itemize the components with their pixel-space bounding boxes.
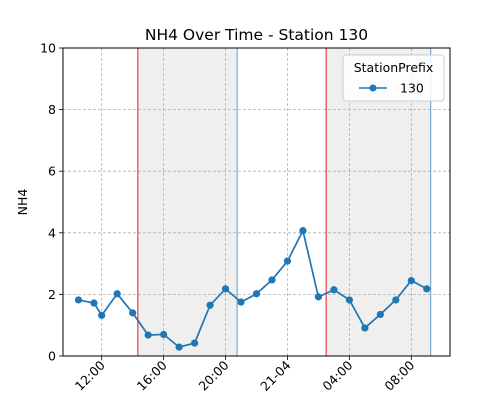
legend-title: StationPrefix [354,60,434,75]
data-point [330,286,338,294]
data-point [407,276,415,285]
data-points [74,227,431,351]
data-point [74,296,83,304]
data-point [392,296,400,304]
y-tick-label: 0 [48,349,56,364]
x-tick-label: 21-04 [257,357,293,393]
y-axis-ticks: 0 2 4 6 8 10 [40,41,63,364]
data-point [361,324,369,332]
data-point [160,330,168,339]
shaded-region [137,48,238,356]
y-tick-label: 6 [48,164,56,179]
data-point [376,310,384,319]
y-tick-label: 8 [48,102,56,117]
x-tick-label: 04:00 [319,357,355,393]
data-point [268,276,276,284]
y-tick-label: 10 [40,41,56,56]
data-point [283,257,292,265]
data-point [129,309,137,317]
x-tick-label: 16:00 [134,357,170,393]
data-point [423,285,431,293]
event-lines [137,48,432,356]
y-axis-label: NH4 [15,189,30,216]
data-point [175,343,183,351]
data-point [345,296,353,304]
data-point [98,311,106,319]
legend-box [342,54,445,102]
data-point [206,301,214,309]
legend: StationPrefix 130 [342,54,445,102]
data-point [113,290,121,298]
x-tick-label: 20:00 [196,357,232,393]
x-axis-ticks: 12:00 16:00 20:00 21-04 04:00 08:00 [72,356,417,394]
data-point [90,299,98,307]
data-point [144,331,152,339]
data-point [190,339,199,347]
y-tick-label: 4 [48,225,56,240]
x-tick-label: 12:00 [72,357,108,393]
y-tick-label: 2 [48,287,56,302]
x-tick-label: 08:00 [381,357,417,393]
data-point [314,293,323,301]
legend-swatch-marker [369,84,377,92]
legend-entry-label: 130 [400,81,424,96]
plot-frame [62,47,451,357]
chart-title: NH4 Over Time - Station 130 [145,26,368,44]
data-point [221,285,230,293]
data-point [252,290,261,298]
data-point [237,298,245,306]
data-point [299,227,307,235]
